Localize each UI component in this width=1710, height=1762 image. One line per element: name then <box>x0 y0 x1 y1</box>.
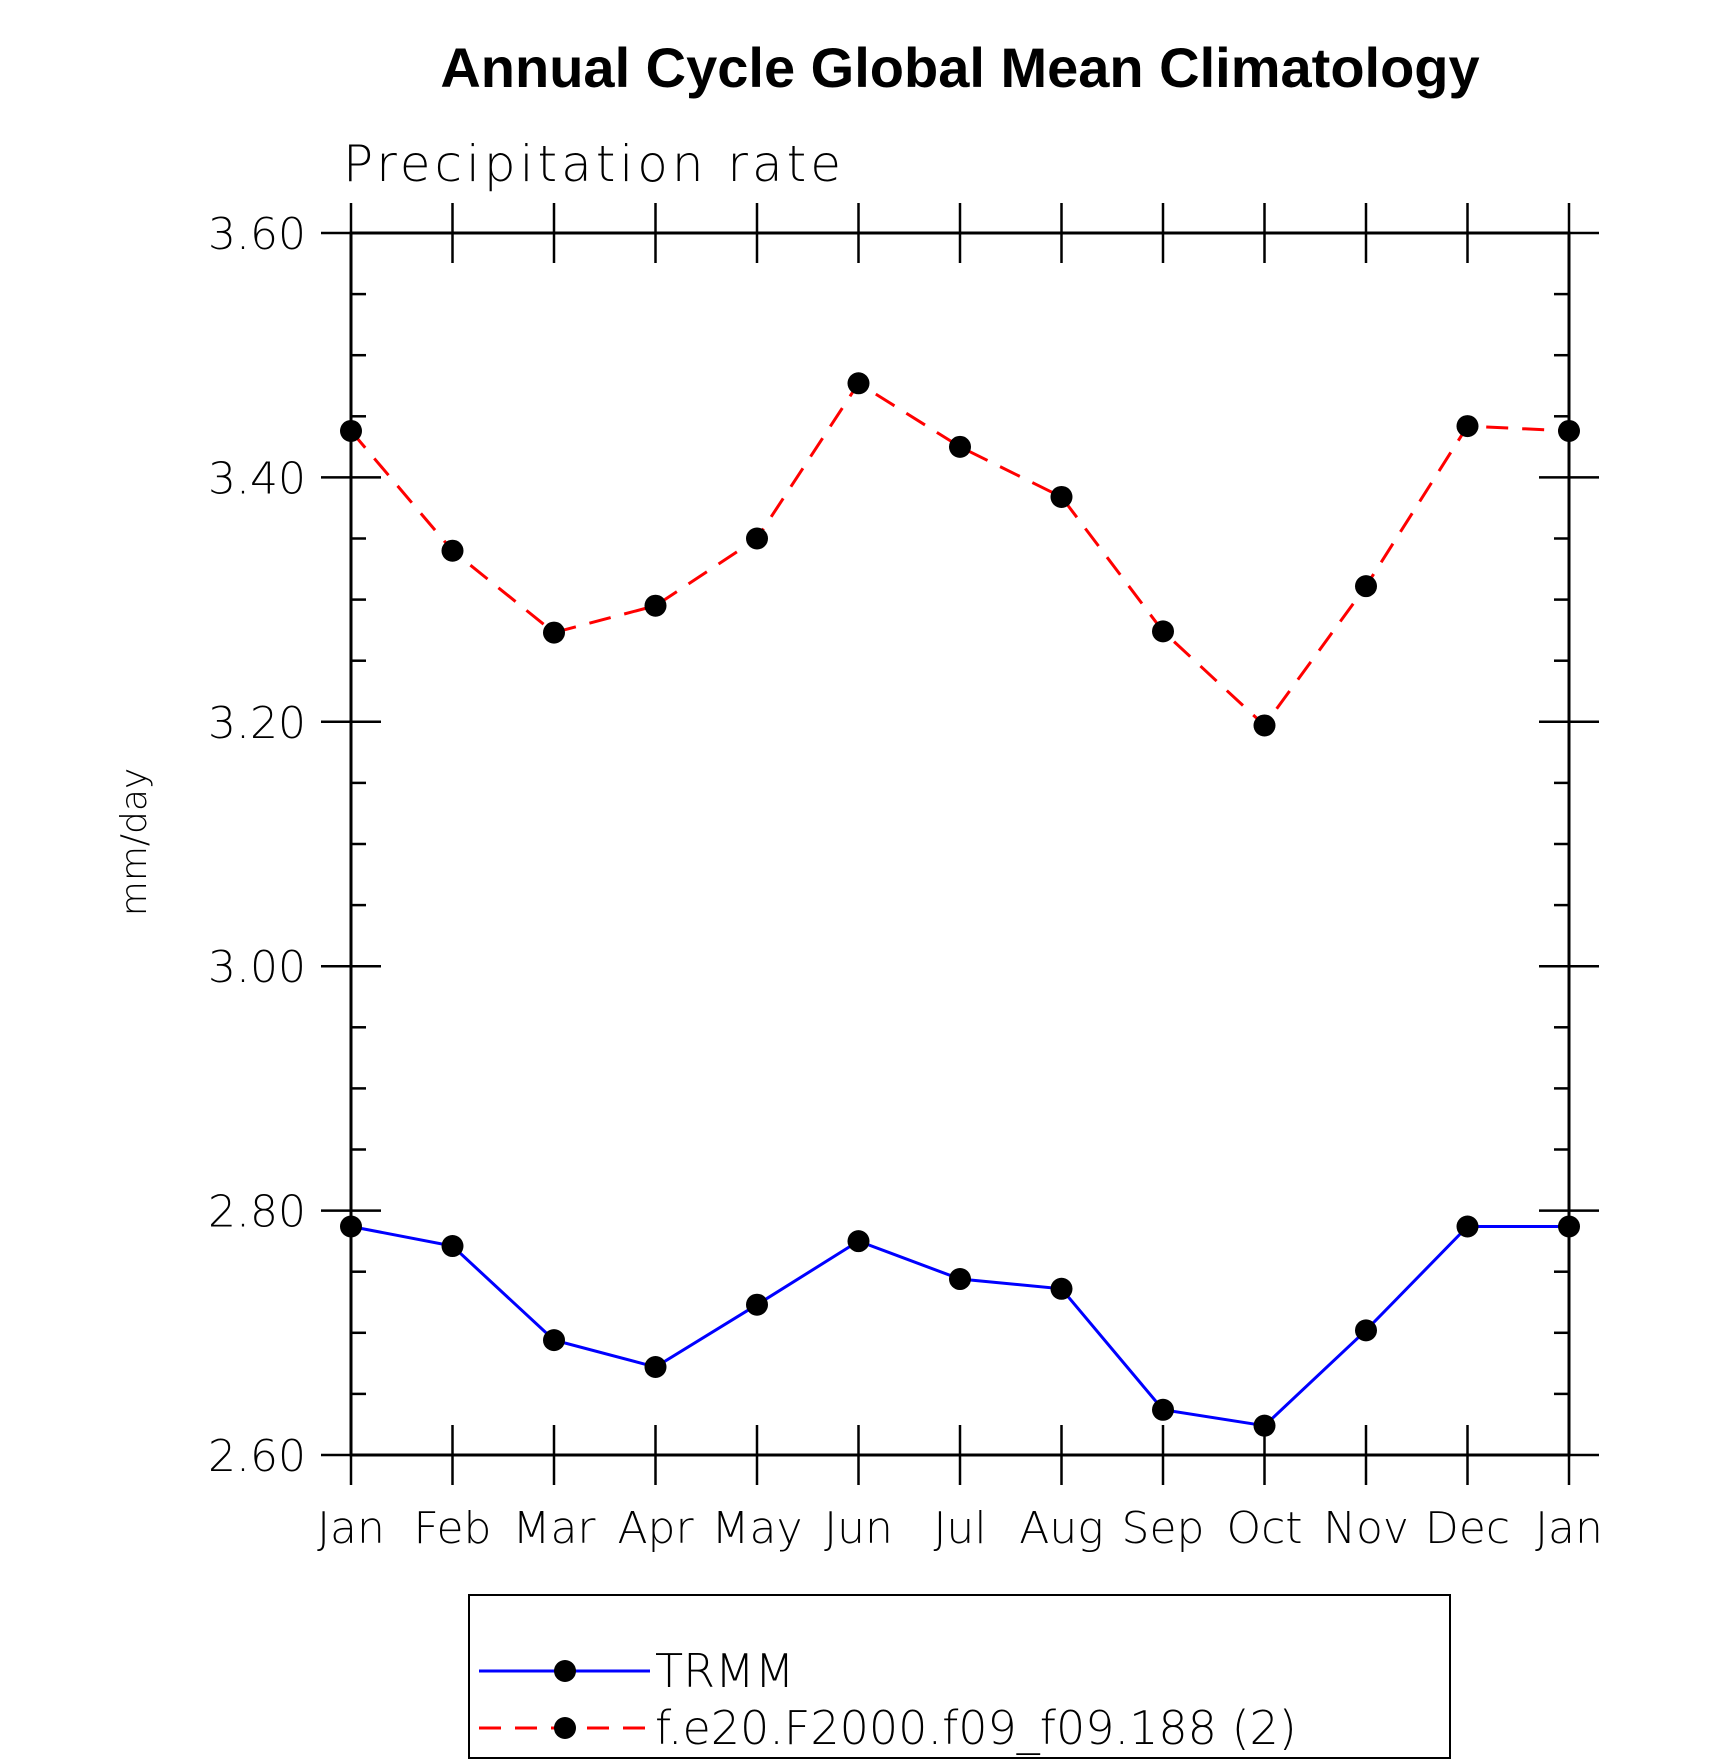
data-point <box>441 1235 464 1258</box>
x-tick-label: May <box>712 1503 803 1554</box>
legend-label: f.e20.F2000.f09_f09.188 (2) <box>655 1701 1297 1755</box>
chart-title: Annual Cycle Global Mean Climatology <box>440 36 1479 99</box>
y-tick-label: 3.20 <box>208 698 306 749</box>
x-tick-label: Feb <box>414 1503 492 1554</box>
x-tick-label: Jan <box>1535 1503 1603 1554</box>
y-tick-label: 3.40 <box>208 453 306 504</box>
chart-subtitle: Precipitation rate <box>343 135 845 193</box>
x-ticks: Jan Feb Mar Apr May Jun Jul Aug Sep Oct Nov Dec Jan <box>317 203 1603 1554</box>
data-point <box>1253 714 1276 737</box>
y-tick-label: 3.60 <box>208 209 306 260</box>
data-point <box>1456 415 1479 438</box>
data-point <box>1355 575 1377 598</box>
legend-marker <box>554 1717 576 1739</box>
data-point <box>644 594 667 617</box>
x-tick-label: Sep <box>1122 1503 1205 1554</box>
x-tick-label: Nov <box>1323 1503 1409 1554</box>
y-tick-label: 2.80 <box>208 1187 306 1238</box>
x-tick-label: Aug <box>1019 1503 1103 1554</box>
series-layer <box>340 372 1580 1437</box>
data-point <box>1152 620 1174 643</box>
data-point <box>644 1356 667 1379</box>
series-line-1 <box>349 381 1570 728</box>
data-point <box>847 1230 870 1253</box>
x-tick-label: Oct <box>1226 1503 1302 1554</box>
data-point <box>949 435 971 458</box>
data-point <box>543 621 565 644</box>
data-point <box>441 539 464 562</box>
data-point <box>1152 1398 1174 1421</box>
x-tick-label: Mar <box>512 1503 596 1554</box>
data-point <box>847 372 870 395</box>
legend-box <box>468 1594 1451 1759</box>
data-point <box>1456 1215 1479 1238</box>
legend-marker <box>554 1660 576 1682</box>
x-tick-label: Jan <box>317 1503 385 1554</box>
data-point <box>1253 1414 1276 1437</box>
series-line-0 <box>350 1224 1569 1428</box>
data-point <box>1355 1319 1377 1342</box>
x-tick-label: Dec <box>1425 1503 1510 1554</box>
y-tick-label: 3.00 <box>208 942 306 993</box>
x-tick-label: Jul <box>933 1503 986 1554</box>
data-point <box>746 527 768 550</box>
data-point <box>746 1293 768 1316</box>
data-point <box>340 1215 362 1238</box>
data-point <box>340 419 362 442</box>
data-point <box>1050 485 1073 508</box>
y-tick-label: 2.60 <box>208 1431 306 1482</box>
data-point <box>1558 419 1580 442</box>
y-ticks: 2.60 2.80 3.00 3.20 3.40 3.60 <box>208 209 1599 1482</box>
x-tick-label: Apr <box>617 1503 694 1554</box>
data-point <box>1050 1277 1073 1300</box>
data-point <box>949 1268 971 1291</box>
x-tick-label: Jun <box>824 1503 893 1554</box>
legend-label: TRMM <box>655 1644 794 1698</box>
data-point <box>543 1329 565 1352</box>
y-axis-label: mm/day <box>114 768 155 916</box>
data-point <box>1558 1215 1580 1238</box>
